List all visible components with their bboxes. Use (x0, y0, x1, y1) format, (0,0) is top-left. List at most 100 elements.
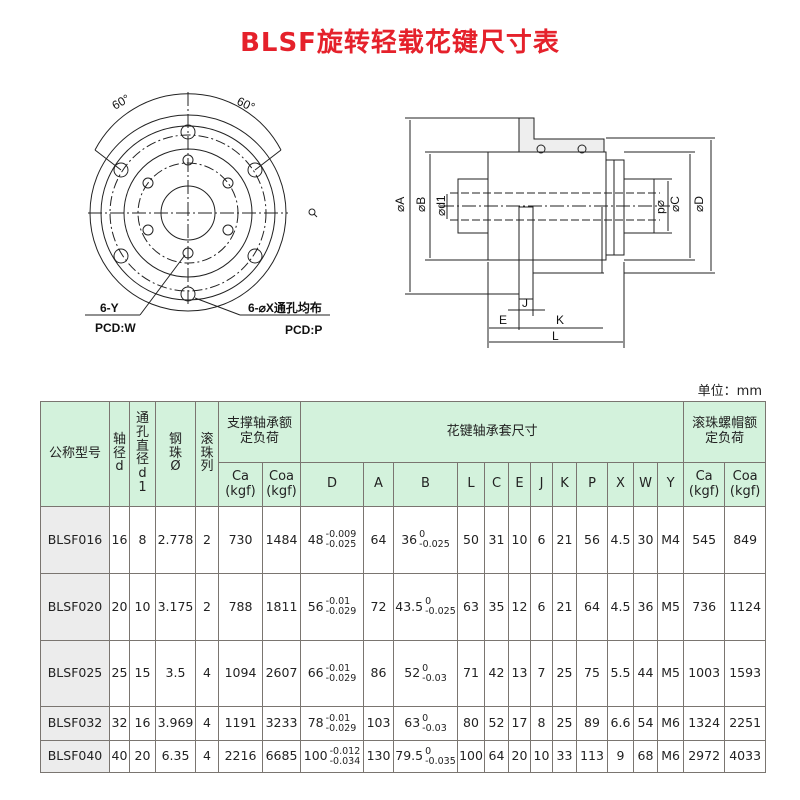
cell-B: 63 0 -0.03 (393, 706, 458, 741)
cell-P: 89 (576, 706, 608, 741)
cell-d1: 15 (129, 640, 156, 707)
cell-X: 4.5 (607, 573, 634, 641)
cell-W: 68 (633, 740, 658, 773)
cell-C: 52 (484, 706, 509, 741)
cell-W: 54 (633, 706, 658, 741)
header-shaft-d: 轴径d (109, 401, 130, 507)
cell-K: 33 (552, 740, 577, 773)
cell-A: 103 (363, 706, 394, 741)
cell-L: 71 (457, 640, 485, 707)
cell-P: 64 (576, 573, 608, 641)
cell-K: 25 (552, 640, 577, 707)
dim-phi-b: ⌀B (414, 197, 428, 212)
cell-E: 10 (508, 506, 531, 574)
cell-E: 13 (508, 640, 531, 707)
cell-d1: 10 (129, 573, 156, 641)
cell-Y: M5 (656, 640, 685, 707)
magnifier-icon[interactable] (308, 208, 318, 218)
angle-left-label: 60° (110, 91, 133, 112)
cell-W: 30 (633, 506, 658, 574)
page-title: BLSF旋转轻载花键尺寸表 (240, 28, 560, 58)
dim-l: L (552, 329, 559, 343)
cell-K: 21 (552, 506, 577, 574)
technical-drawing: 60° 60° 6-Y PCD:W 6-⌀X通孔均布 PCD:P (85, 91, 715, 348)
cell-D: 48 -0.009 -0.025 (300, 506, 364, 574)
table-row: BLSF025 25 15 3.5 4 1094 2607 66 -0.01 -0.029 86 52… (40, 640, 767, 707)
table-row: BLSF032 32 16 3.969 4 1191 3233 78 -0.01 -0.029 10… (40, 706, 767, 741)
cell-C: 31 (484, 506, 509, 574)
cell-model: BLSF020 (40, 573, 110, 641)
cell-ncoa: 849 (724, 506, 767, 574)
label-6-y: 6-Y (100, 301, 119, 315)
cell-B: 43.5 0 -0.025 (393, 573, 458, 641)
cell-B: 36 0 -0.025 (393, 506, 458, 574)
outer-holes (113, 124, 263, 302)
cell-d: 20 (109, 573, 130, 641)
label-pcd-w: PCD:W (95, 321, 136, 335)
cell-n: 2 (195, 506, 219, 574)
cell-nca: 1324 (683, 706, 726, 741)
cell-nca: 736 (683, 573, 726, 641)
header-col-C: C (484, 462, 509, 507)
header-col-B: B (393, 462, 458, 507)
table-row: BLSF016 16 8 2.778 2 730 1484 48 -0.009 -0.025 64 3… (40, 506, 767, 574)
cell-C: 64 (484, 740, 509, 773)
unit-label: 单位：mm (697, 384, 762, 399)
cell-C: 42 (484, 640, 509, 707)
header-sleeve-dims: 花键轴承套尺寸 (299, 401, 685, 463)
cell-L: 100 (457, 740, 485, 773)
header-nut-load: 滚珠螺帽额定负荷 (683, 401, 767, 463)
cell-D: 100 -0.012 -0.034 (300, 740, 364, 773)
table-row: BLSF020 20 10 3.175 2 788 1811 56 -0.01 -0.029 72 4… (40, 573, 767, 641)
cell-X: 5.5 (607, 640, 634, 707)
label-6-x-holes: 6-⌀X通孔均布 (248, 300, 322, 315)
cell-n: 4 (195, 706, 219, 741)
cell-d: 32 (109, 706, 130, 741)
dim-e: E (499, 313, 507, 327)
cell-ball: 3.969 (155, 706, 196, 741)
cell-nca: 1003 (683, 640, 726, 707)
cell-d: 16 (109, 506, 130, 574)
header-model: 公称型号 (40, 401, 110, 507)
cell-D: 66 -0.01 -0.029 (300, 640, 364, 707)
header-ball: 钢珠Ø (155, 401, 196, 507)
cell-coa: 2607 (262, 640, 301, 707)
cell-coa: 1484 (262, 506, 301, 574)
header-col-A: A (363, 462, 394, 507)
header-col-E: E (508, 462, 531, 507)
cell-ca: 1191 (218, 706, 263, 741)
cell-P: 56 (576, 506, 608, 574)
cell-D: 78 -0.01 -0.029 (300, 706, 364, 741)
cell-X: 6.6 (607, 706, 634, 741)
cell-Y: M6 (656, 706, 685, 741)
cell-ball: 6.35 (155, 740, 196, 773)
cell-J: 6 (530, 506, 553, 574)
cell-coa: 6685 (262, 740, 301, 773)
cell-Y: M6 (656, 740, 685, 773)
table-row: BLSF040 40 20 6.35 4 2216 6685 100 -0.012 -0.034 1… (40, 740, 767, 773)
cell-B: 52 0 -0.03 (393, 640, 458, 707)
cell-Y: M4 (656, 506, 685, 574)
cell-d: 40 (109, 740, 130, 773)
cell-W: 44 (633, 640, 658, 707)
dim-phi-d: ⌀d (655, 200, 669, 214)
dim-phi-d1: ⌀d1 (434, 195, 448, 216)
dim-phi-D: ⌀D (692, 196, 706, 212)
cell-P: 75 (576, 640, 608, 707)
cell-ca: 2216 (218, 740, 263, 773)
cell-A: 72 (363, 573, 394, 641)
cell-nca: 545 (683, 506, 726, 574)
cell-A: 64 (363, 506, 394, 574)
header-rows: 滚珠列 (195, 401, 219, 507)
cell-n: 4 (195, 740, 219, 773)
cell-L: 80 (457, 706, 485, 741)
cell-coa: 3233 (262, 706, 301, 741)
cell-model: BLSF040 (40, 740, 110, 773)
header-nut-ca: Ca (kgf) (683, 462, 726, 507)
header-support-coa: Coa (kgf) (262, 462, 301, 507)
cell-d1: 8 (129, 506, 156, 574)
cell-D: 56 -0.01 -0.029 (300, 573, 364, 641)
header-col-Y: Y (656, 462, 685, 507)
cell-ball: 3.175 (155, 573, 196, 641)
cell-K: 25 (552, 706, 577, 741)
